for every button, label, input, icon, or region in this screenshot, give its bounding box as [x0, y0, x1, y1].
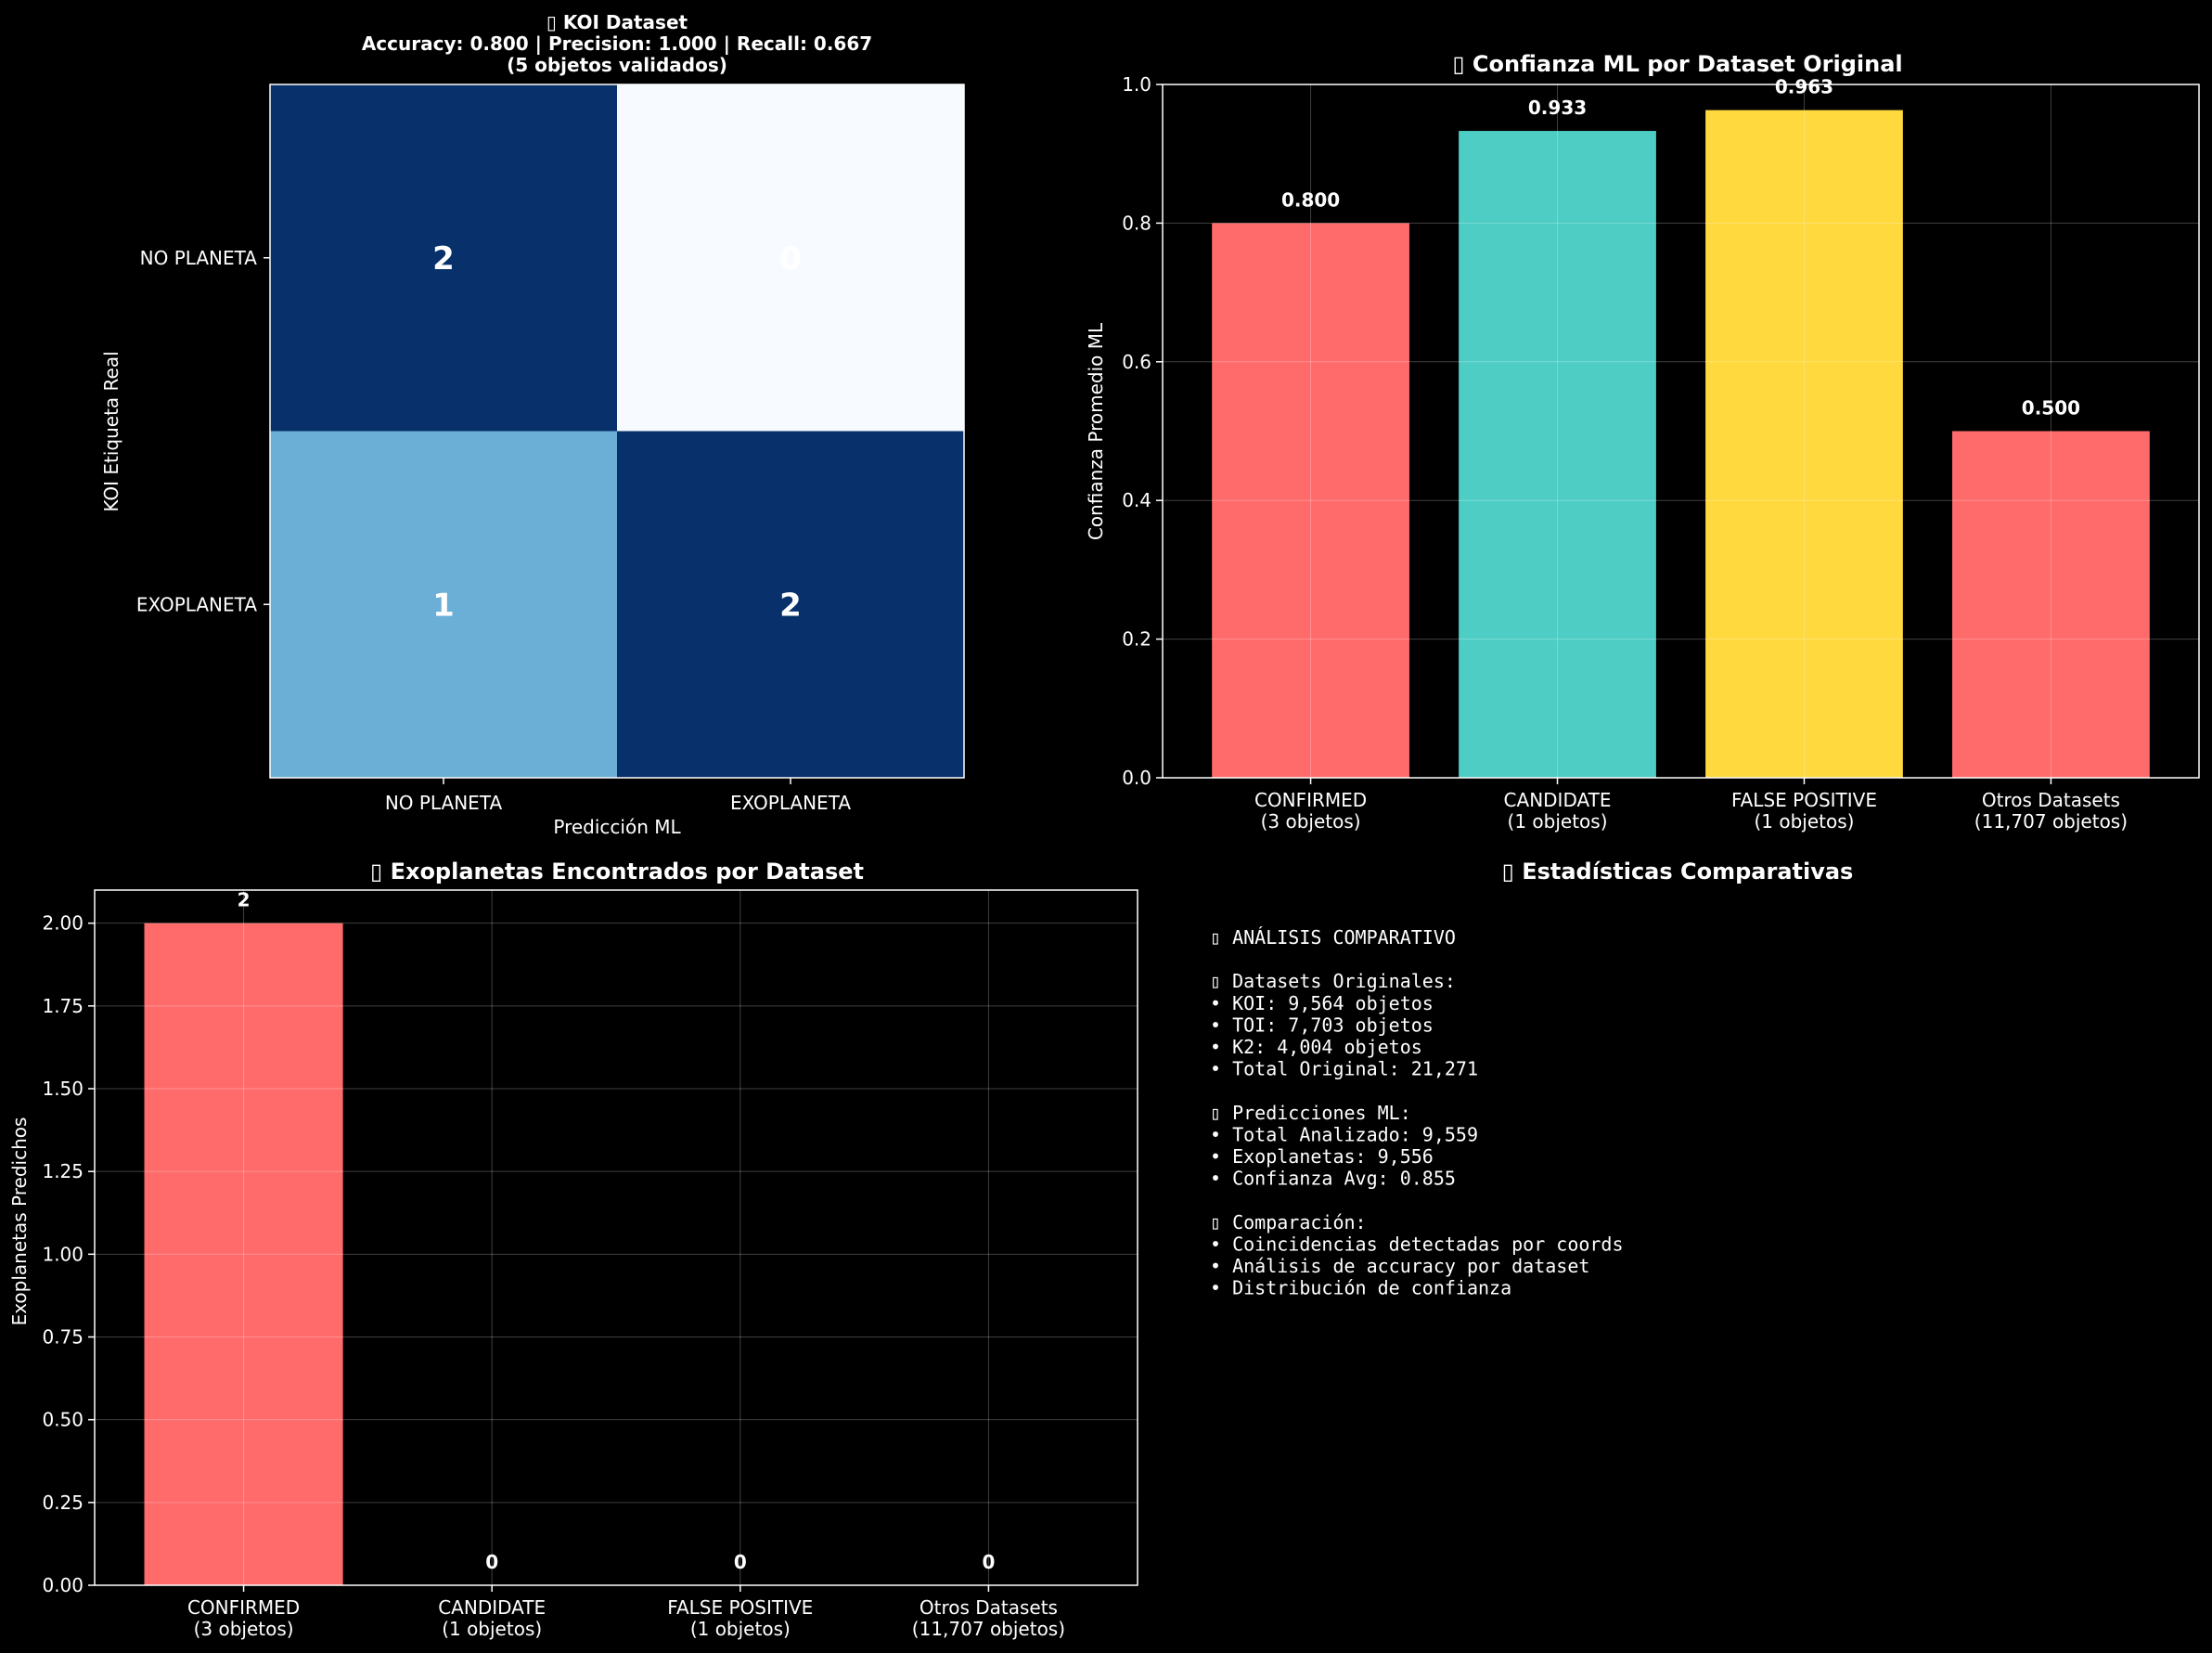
cm-cell	[270, 431, 617, 778]
exoplanet-count-panel: ▯ Exoplanetas Encontrados por Dataset 0.…	[8, 859, 1138, 1640]
cm-title-line-2: Accuracy: 0.800 | Precision: 1.000 | Rec…	[362, 32, 872, 55]
exo-y-tick-label: 1.75	[42, 995, 84, 1017]
exo-bar	[144, 923, 343, 1585]
cm-cell	[617, 431, 964, 778]
cm-title-line-3: (5 objetos validados)	[507, 54, 727, 76]
conf-x-tick-label: CONFIRMED (3 objetos)	[1254, 789, 1367, 833]
exo-title: ▯ Exoplanetas Encontrados por Dataset	[370, 859, 864, 885]
exo-y-axis-label: Exoplanetas Predichos	[8, 1117, 31, 1326]
cm-x-axis-label: Predicción ML	[553, 816, 681, 838]
stats-line: • Total Analizado: 9,559	[1210, 1123, 1478, 1145]
cm-x-tick-label: EXOPLANETA	[730, 792, 851, 814]
cm-cell	[617, 84, 964, 432]
cm-frame	[269, 84, 965, 779]
stats-line: • TOI: 7,703 objetos	[1210, 1014, 1434, 1036]
conf-bar	[1212, 223, 1409, 778]
conf-y-tick-label: 0.0	[1122, 767, 1151, 789]
confusion-matrix-panel: ▯ KOI Dataset Accuracy: 0.800 | Precisio…	[100, 11, 965, 838]
stats-line: • Coincidencias detectadas por coords	[1210, 1233, 1624, 1255]
conf-value-label: 0.800	[1281, 188, 1340, 211]
cm-cell	[270, 84, 617, 432]
conf-frame	[1162, 84, 2200, 779]
exo-frame	[94, 889, 1138, 1586]
exo-x-tick-label: Otros Datasets (11,707 objetos)	[912, 1596, 1065, 1640]
conf-plot: 0.0 0.2 0.4 0.6 0.8 1.0 CONFIRMED (3 objetos) CA…	[1122, 73, 2200, 833]
stats-line: • K2: 4,004 objetos	[1210, 1036, 1422, 1058]
exo-x-tick-label: CANDIDATE (1 objetos)	[438, 1596, 546, 1640]
stats-line: • Distribución de confianza	[1210, 1277, 1511, 1299]
stats-line: • Confianza Avg: 0.855	[1210, 1168, 1456, 1190]
cm-cell-value: 2	[779, 587, 802, 624]
stats-line: ▯ ANÁLISIS COMPARATIVO	[1210, 926, 1456, 949]
cm-y-axis-label: KOI Etiqueta Real	[100, 351, 122, 511]
stats-lines: ▯ ANÁLISIS COMPARATIVO ▯ Datasets Origina…	[1210, 926, 1624, 1299]
conf-bar	[1952, 431, 2150, 778]
exo-y-tick-label: 0.00	[42, 1574, 84, 1596]
exo-y-tick-label: 2.00	[42, 912, 84, 935]
exo-y-tick-label: 0.25	[42, 1492, 84, 1514]
exo-value-label: 0	[485, 1551, 498, 1573]
cm-x-tick-label: NO PLANETA	[385, 792, 503, 814]
conf-x-tick-label: FALSE POSITIVE (1 objetos)	[1731, 789, 1877, 833]
cm-y-tick-label: NO PLANETA	[140, 247, 258, 269]
exo-x-tick-label: FALSE POSITIVE (1 objetos)	[667, 1596, 813, 1640]
confidence-bar-panel: ▯ Confianza ML por Dataset Original 0.00…	[1085, 51, 2200, 833]
exo-value-label: 2	[238, 889, 251, 911]
conf-value-label: 0.933	[1528, 97, 1587, 119]
cm-ticks: NO PLANETA EXOPLANETA NO PLANETA EXOPLANETA	[136, 247, 851, 814]
cm-cells: 2 01 2	[270, 84, 964, 778]
cm-cell-value: 0	[779, 240, 802, 278]
conf-value-label: 0.963	[1775, 76, 1833, 98]
exo-y-tick-label: 1.00	[42, 1243, 84, 1265]
exo-y-tick-label: 1.25	[42, 1160, 84, 1182]
conf-y-tick-label: 1.0	[1122, 73, 1151, 96]
exo-value-label: 0	[734, 1551, 747, 1573]
conf-bar	[1459, 131, 1656, 778]
exo-y-tick-label: 1.50	[42, 1078, 84, 1100]
cm-y-tick-label: EXOPLANETA	[136, 593, 257, 615]
stats-panel: ▯ Estadísticas Comparativas ▯ ANÁLISIS C…	[1210, 859, 1853, 1299]
conf-title: ▯ Confianza ML por Dataset Original	[1452, 51, 1902, 77]
conf-x-tick-label: CANDIDATE (1 objetos)	[1504, 789, 1612, 833]
conf-x-tick-label: Otros Datasets (11,707 objetos)	[1974, 789, 2128, 833]
conf-y-tick-label: 0.4	[1122, 489, 1151, 511]
exo-x-tick-label: CONFIRMED (3 objetos)	[187, 1596, 300, 1640]
exo-y-tick-label: 0.75	[42, 1326, 84, 1349]
cm-cell-value: 1	[432, 587, 455, 624]
stats-line: • Total Original: 21,271	[1210, 1058, 1478, 1080]
exo-y-tick-label: 0.50	[42, 1409, 84, 1431]
conf-value-label: 0.500	[2022, 397, 2080, 420]
conf-y-tick-label: 0.6	[1122, 351, 1151, 373]
stats-line: ▯ Datasets Originales:	[1210, 970, 1456, 992]
exo-value-label: 0	[982, 1551, 995, 1573]
conf-y-tick-label: 0.8	[1122, 212, 1151, 234]
cm-title-line-1: ▯ KOI Dataset	[547, 11, 688, 33]
cm-cell-value: 2	[432, 240, 455, 278]
conf-bar	[1705, 110, 1903, 779]
stats-title: ▯ Estadísticas Comparativas	[1502, 859, 1854, 885]
conf-y-axis-label: Confianza Promedio ML	[1085, 322, 1107, 540]
stats-line: • Análisis de accuracy por dataset	[1210, 1255, 1589, 1277]
conf-y-tick-label: 0.2	[1122, 628, 1151, 651]
stats-line: • KOI: 9,564 objetos	[1210, 992, 1434, 1014]
exo-plot: 0.00 0.25 0.50 0.75 1.00 1.25 1.50 1.75 2.00 CONF…	[42, 889, 1138, 1640]
stats-line: ▯ Predicciones ML:	[1210, 1102, 1411, 1124]
stats-line: • Exoplanetas: 9,556	[1210, 1145, 1434, 1168]
stats-line: ▯ Comparación:	[1210, 1211, 1367, 1233]
